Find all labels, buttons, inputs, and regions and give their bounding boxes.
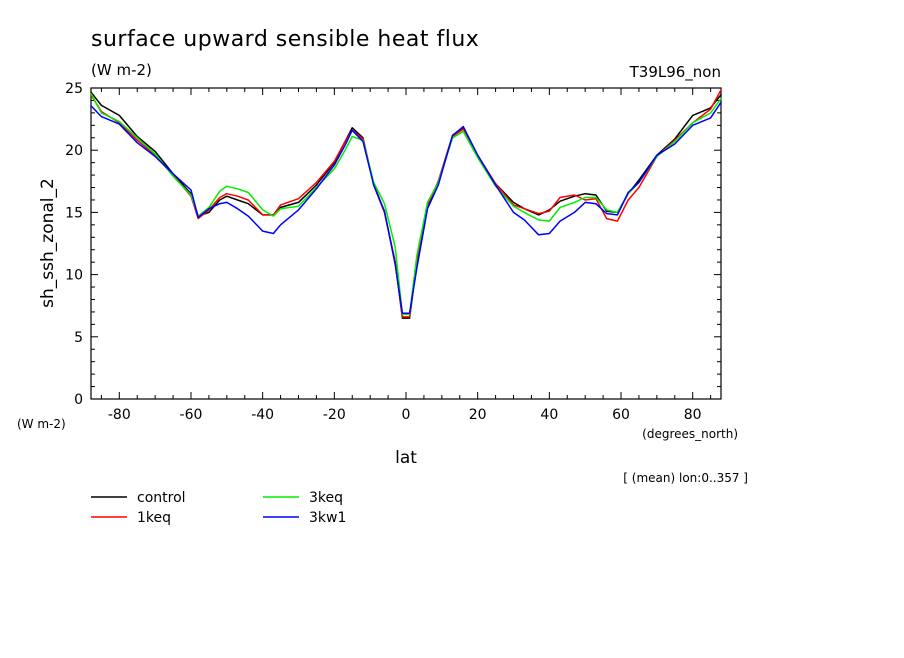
- series-lines: [89, 88, 723, 319]
- legend: control 1keq 3keq 3kw1: [91, 490, 346, 526]
- chart-title: surface upward sensible heat flux: [91, 27, 479, 52]
- legend-label-1keq: 1keq: [137, 510, 171, 526]
- experiment-label: T39L96_non: [629, 63, 721, 82]
- y-tick-labels: 0 5 10 15 20 25: [65, 81, 83, 408]
- plot-frame: [90, 87, 722, 400]
- y-tick-label: 10: [65, 268, 83, 284]
- x-tick-label: -80: [108, 407, 131, 423]
- chart-subtitle: (W m-2): [91, 61, 152, 79]
- legend-label-control: control: [137, 490, 186, 506]
- legend-label-3keq: 3keq: [309, 490, 343, 506]
- y-tick-label: 0: [74, 392, 83, 408]
- x-tick-label: 80: [684, 407, 702, 423]
- series-line-3kw1: [90, 101, 723, 314]
- x-tick-label: 60: [612, 407, 630, 423]
- averaging-note: [ (mean) lon:0..357 ]: [623, 471, 748, 485]
- y-tick-label: 20: [65, 143, 83, 159]
- x-tick-label: 20: [469, 407, 487, 423]
- x-tick-label: -60: [180, 407, 203, 423]
- y-tick-label: 25: [65, 81, 83, 97]
- axis-ticks: [91, 87, 721, 400]
- x-tick-label: -20: [323, 407, 346, 423]
- x-tick-label: -40: [251, 407, 274, 423]
- x-tick-label: 40: [540, 407, 558, 423]
- y-tick-label: 5: [74, 330, 83, 346]
- legend-label-3kw1: 3kw1: [309, 510, 346, 526]
- x-tick-label: 0: [402, 407, 411, 423]
- y-units-label: (W m-2): [17, 417, 66, 431]
- y-tick-label: 15: [65, 205, 83, 221]
- x-units-label: (degrees_north): [642, 427, 738, 441]
- series-line-control: [90, 91, 722, 319]
- x-tick-labels: -80 -60 -40 -20 0 20 40 60 80: [108, 407, 702, 423]
- x-axis-label: lat: [395, 448, 417, 468]
- series-line-1keq: [89, 88, 723, 318]
- y-axis-label: sh_ssh_zonal_2: [38, 178, 58, 308]
- series-line-3keq: [89, 92, 723, 316]
